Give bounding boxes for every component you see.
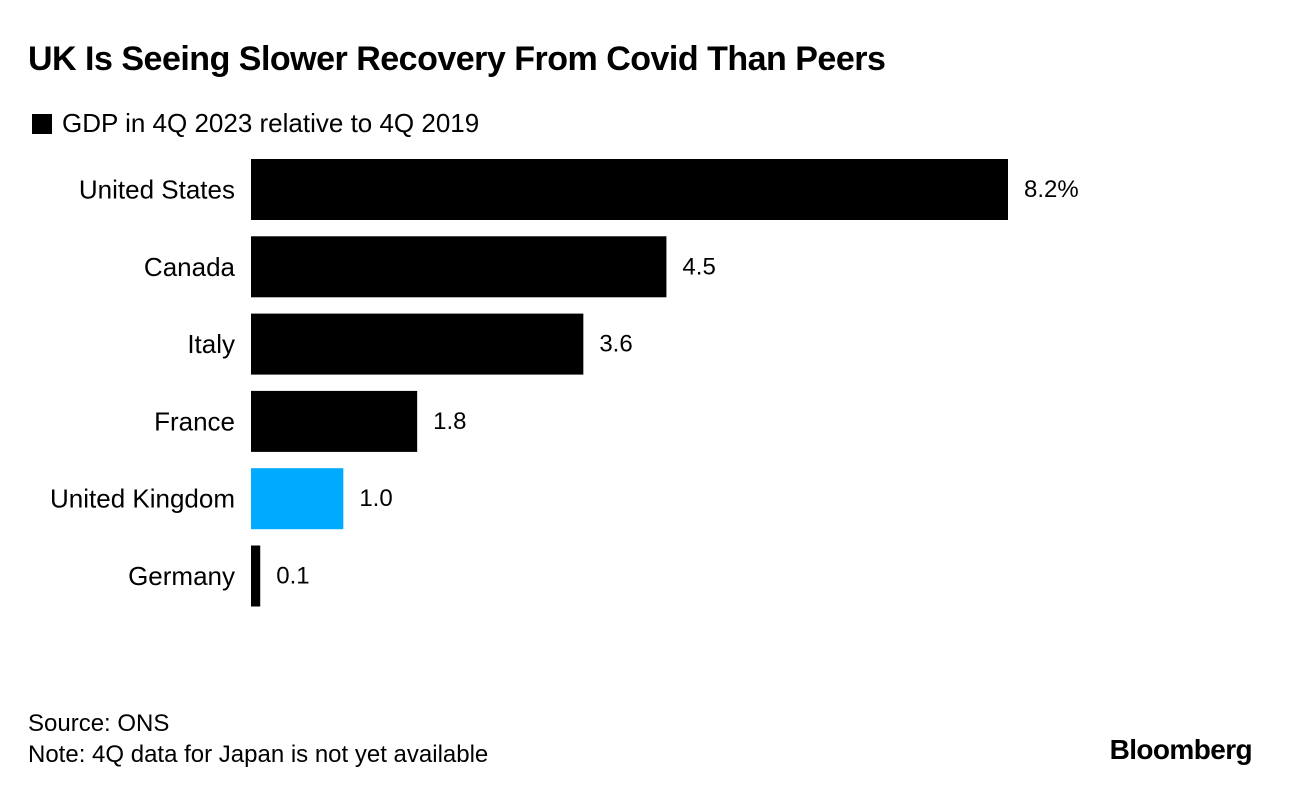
legend: GDP in 4Q 2023 relative to 4Q 2019 bbox=[32, 108, 479, 139]
source-note: Source: ONS bbox=[28, 710, 170, 737]
category-label: United Kingdom bbox=[50, 484, 235, 514]
bar-canada bbox=[251, 236, 667, 298]
bar-italy bbox=[251, 313, 584, 375]
bar-united-kingdom bbox=[251, 468, 344, 530]
footer: Source: ONS Note: 4Q data for Japan is n… bbox=[28, 708, 488, 770]
value-label: 4.5 bbox=[682, 253, 715, 280]
value-label: 1.8 bbox=[433, 408, 466, 435]
value-label: 1.0 bbox=[359, 485, 392, 512]
chart-title: UK Is Seeing Slower Recovery From Covid … bbox=[28, 40, 886, 78]
legend-label: GDP in 4Q 2023 relative to 4Q 2019 bbox=[62, 108, 480, 138]
value-label: 8.2% bbox=[1024, 176, 1079, 203]
bar-france bbox=[251, 390, 418, 452]
value-label: 3.6 bbox=[599, 331, 632, 358]
bar-germany bbox=[251, 545, 261, 607]
category-label: United States bbox=[79, 175, 235, 205]
value-label: 0.1 bbox=[276, 563, 309, 590]
category-label: Italy bbox=[187, 329, 235, 359]
data-note: Note: 4Q data for Japan is not yet avail… bbox=[28, 741, 489, 768]
bar-united-states bbox=[251, 159, 1008, 220]
bloomberg-logo: Bloomberg bbox=[1109, 734, 1253, 765]
category-label: Canada bbox=[144, 252, 236, 282]
bar-chart: United States 8.2% Canada 4.5 Italy 3.6 France… bbox=[50, 159, 1079, 607]
legend-swatch bbox=[32, 113, 52, 134]
category-label: Germany bbox=[128, 561, 235, 591]
category-label: France bbox=[154, 406, 235, 436]
